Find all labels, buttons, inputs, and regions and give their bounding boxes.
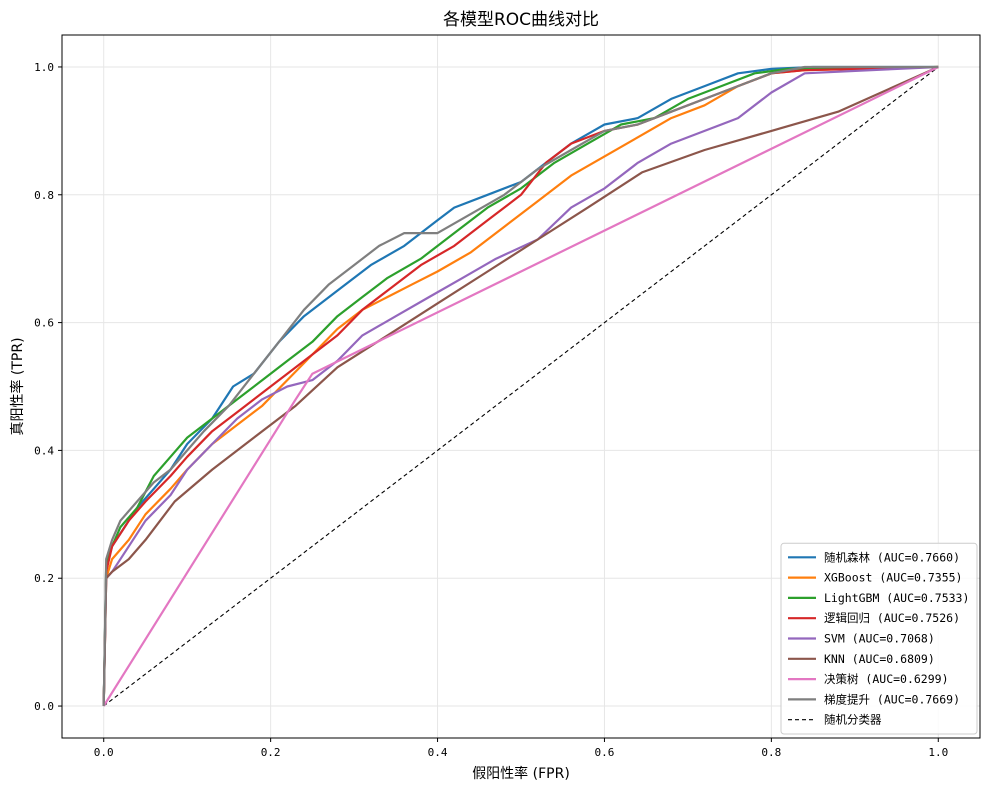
y-tick-label: 0.4 bbox=[34, 444, 54, 457]
series-line-4 bbox=[102, 65, 939, 707]
x-axis-label: 假阳性率 (FPR) bbox=[472, 765, 570, 782]
axis-ticks: 0.0 0.2 0.4 0.6 0.8 1.0 0.0 0.2 0.4 0.6 0.8 1.0 bbox=[34, 61, 948, 759]
legend-label-7: 梯度提升 (AUC=0.7669) bbox=[824, 692, 960, 706]
legend-label-5: KNN (AUC=0.6809) bbox=[824, 652, 935, 666]
series-line-0 bbox=[102, 65, 939, 707]
x-tick-label: 0.4 bbox=[428, 746, 448, 759]
legend-label-3: 逻辑回归 (AUC=0.7526) bbox=[824, 611, 960, 625]
y-tick-label: 0.8 bbox=[34, 189, 54, 202]
x-tick-label: 0.8 bbox=[761, 746, 781, 759]
series-layer bbox=[102, 65, 939, 707]
series-line-1 bbox=[102, 65, 939, 707]
series-line-2 bbox=[102, 65, 939, 707]
y-tick-label: 0.6 bbox=[34, 317, 54, 330]
legend-label-1: XGBoost (AUC=0.7355) bbox=[824, 571, 962, 585]
legend-label-8: 随机分类器 bbox=[824, 713, 882, 727]
legend-label-6: 决策树 (AUC=0.6299) bbox=[824, 672, 949, 686]
legend: 随机森林 (AUC=0.7660) XGBoost (AUC=0.7355) Lig… bbox=[780, 542, 978, 735]
y-tick-label: 0.0 bbox=[34, 700, 54, 713]
legend-box bbox=[780, 542, 978, 735]
legend-label-0: 随机森林 (AUC=0.7660) bbox=[824, 550, 960, 564]
x-tick-label: 0.0 bbox=[94, 746, 114, 759]
legend-label-4: SVM (AUC=0.7068) bbox=[824, 632, 935, 646]
legend-label-2: LightGBM (AUC=0.7533) bbox=[824, 591, 969, 605]
x-tick-label: 1.0 bbox=[928, 746, 948, 759]
y-tick-label: 1.0 bbox=[34, 61, 54, 74]
plot-frame bbox=[61, 34, 981, 739]
y-axis-label: 真阳性率 (TPR) bbox=[9, 337, 26, 435]
y-tick-label: 0.2 bbox=[34, 572, 54, 585]
series-line-5 bbox=[102, 65, 939, 707]
series-line-7 bbox=[102, 65, 939, 707]
series-line-6 bbox=[102, 66, 939, 707]
chart-title: 各模型ROC曲线对比 bbox=[443, 10, 599, 30]
x-tick-label: 0.2 bbox=[261, 746, 281, 759]
x-tick-label: 0.6 bbox=[595, 746, 615, 759]
series-line-8 bbox=[103, 66, 939, 707]
